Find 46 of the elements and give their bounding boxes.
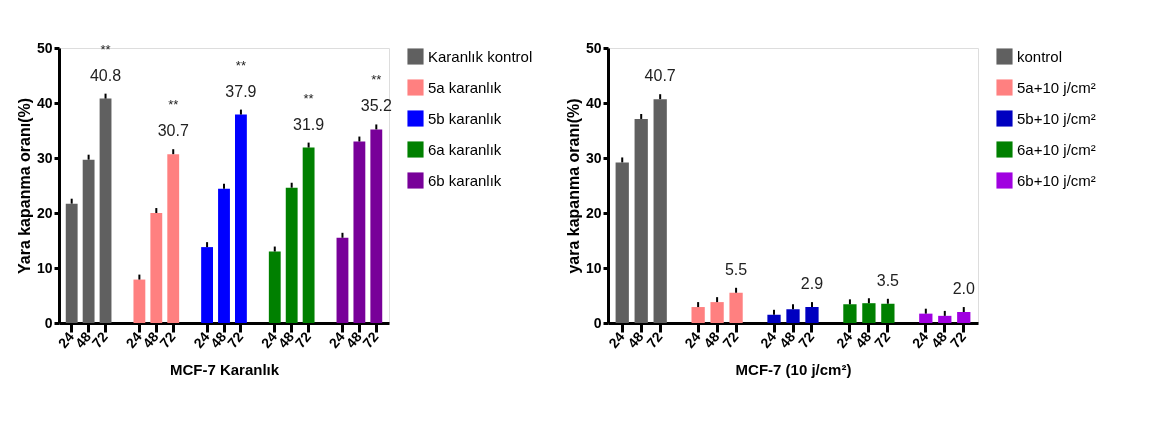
data-label: 5.5 xyxy=(724,260,748,278)
annotation: ** xyxy=(100,41,111,57)
x-tick-label: 24 xyxy=(54,328,78,351)
annotation: ** xyxy=(235,57,246,73)
x-axis-title: MCF-7 Karanlık xyxy=(169,360,280,378)
y-tick-label: 50 xyxy=(585,39,602,56)
x-axis-title: MCF-7 (10 j/cm²) xyxy=(735,360,852,378)
y-tick-label: 10 xyxy=(36,259,53,276)
y-tick-label: 40 xyxy=(585,94,602,111)
data-label: 30.7 xyxy=(157,122,189,140)
legend-label: 6b+10 j/cm² xyxy=(1017,171,1096,189)
y-tick-label: 0 xyxy=(44,314,53,331)
legend-label: 5a karanlık xyxy=(428,78,502,96)
legend-label: 6a karanlık xyxy=(428,140,502,158)
legend-label: 5a+10 j/cm² xyxy=(1017,78,1096,96)
annotation: ** xyxy=(303,90,314,106)
data-label: 35.2 xyxy=(360,97,392,115)
data-label: 2.9 xyxy=(800,275,824,293)
y-tick-label: 50 xyxy=(36,39,53,56)
annotation: ** xyxy=(371,72,382,88)
legend-label: 6b karanlık xyxy=(428,171,502,189)
y-axis-title: yara kapanma oranı(%) xyxy=(564,98,582,274)
annotation: ** xyxy=(168,97,179,113)
legend-label: kontrol xyxy=(1017,47,1063,65)
y-tick-label: 20 xyxy=(585,204,602,221)
data-label: 40.7 xyxy=(644,67,676,85)
y-tick-label: 10 xyxy=(585,259,602,276)
y-tick-label: 40 xyxy=(36,94,53,111)
data-label: 31.9 xyxy=(293,115,325,133)
y-tick-label: 30 xyxy=(36,149,53,166)
x-tick-label: 24 xyxy=(190,328,213,351)
legend-label: Karanlık kontrol xyxy=(428,47,533,65)
x-tick-label: 24 xyxy=(325,328,348,351)
y-axis-title: Yara kapanma oranı(%) xyxy=(15,97,33,275)
y-tick-label: 0 xyxy=(593,314,602,331)
x-tick-label: 24 xyxy=(257,328,281,351)
legend-label: 6a+10 j/cm² xyxy=(1017,140,1096,158)
data-label: 40.8 xyxy=(89,66,122,84)
data-label: 2.0 xyxy=(952,280,975,298)
legend-label: 5b+10 j/cm² xyxy=(1017,109,1096,127)
data-label: 37.9 xyxy=(225,82,257,100)
legend-label: 5b karanlık xyxy=(428,109,502,127)
x-tick-label: 24 xyxy=(122,328,145,351)
y-tick-label: 30 xyxy=(585,149,602,166)
data-label: 3.5 xyxy=(876,271,900,289)
y-tick-label: 20 xyxy=(36,204,53,221)
